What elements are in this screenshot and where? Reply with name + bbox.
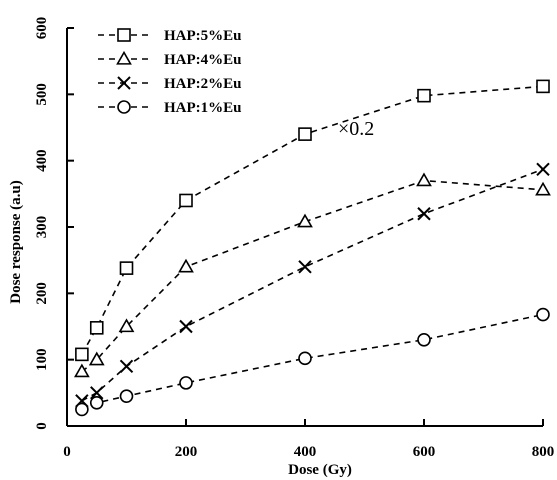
data-point-x [90, 386, 104, 400]
legend-marker-x [117, 76, 131, 90]
annotation-scale-factor: ×0.2 [338, 118, 374, 140]
y-tick-label: 500 [34, 83, 50, 106]
legend-item: HAP:1%Eu [98, 100, 242, 116]
series-layer [73, 79, 551, 417]
legend: HAP:5%Eu HAP:4%Eu HAP:2%Eu HAP:1%Eu [98, 28, 242, 116]
data-point-circle [536, 307, 550, 322]
data-point-triangle [297, 213, 313, 228]
data-point-circle [298, 351, 312, 366]
legend-label: HAP:5%Eu [164, 28, 242, 44]
data-point-square [89, 321, 104, 335]
data-point-square [119, 261, 134, 275]
x-tick-label: 600 [413, 444, 436, 460]
legend-marker-square [117, 28, 131, 42]
data-point-circle [119, 389, 134, 403]
x-tick-label: 0 [63, 444, 71, 460]
data-point-square [417, 88, 431, 103]
y-tick-label: 400 [34, 149, 50, 172]
series-line [81, 179, 544, 373]
data-point-triangle [88, 351, 105, 366]
y-axis-title: Dose response (a.u) [8, 180, 24, 303]
legend-item: HAP:2%Eu [98, 76, 242, 92]
legend-marker-circle [117, 100, 131, 114]
data-point-square [75, 347, 89, 362]
axes: 0 200 400 600 800 0 100 200 300 400 500 600 [34, 17, 554, 460]
legend-item: HAP:4%Eu [98, 50, 242, 68]
data-point-x [298, 260, 312, 274]
data-point-triangle [178, 258, 194, 273]
legend-label: HAP:1%Eu [164, 100, 242, 116]
series-line [81, 168, 544, 402]
data-point-triangle [118, 318, 135, 333]
y-tick-label: 0 [34, 422, 50, 430]
x-tick-label: 200 [175, 444, 198, 460]
data-point-x [536, 162, 550, 176]
x-tick-label: 800 [532, 444, 555, 460]
data-point-x [179, 319, 193, 334]
series-triangle [73, 172, 551, 378]
data-point-triangle [535, 181, 551, 196]
series-square [75, 79, 550, 362]
data-point-circle [89, 395, 104, 410]
series-line [81, 313, 544, 411]
y-tick-label: 600 [34, 17, 50, 40]
data-point-triangle [416, 172, 432, 187]
data-point-square [179, 193, 193, 208]
data-point-square [536, 79, 550, 94]
data-point-triangle [73, 363, 90, 378]
series-circle [75, 307, 550, 417]
x-axis-title: Dose (Gy) [288, 462, 352, 478]
legend-item: HAP:5%Eu [98, 28, 242, 44]
data-point-square [298, 127, 312, 141]
legend-label: HAP:4%Eu [164, 52, 242, 68]
y-tick-label: 100 [34, 348, 50, 371]
data-point-x [417, 207, 431, 221]
data-point-circle [179, 376, 193, 390]
series-line [81, 85, 544, 355]
data-point-circle [75, 402, 89, 417]
legend-label: HAP:2%Eu [164, 76, 242, 92]
y-tick-label: 200 [34, 282, 50, 305]
data-point-circle [417, 332, 431, 347]
series-x [75, 162, 550, 408]
legend-marker-triangle [116, 50, 132, 65]
x-tick-label: 400 [294, 444, 317, 460]
data-point-x [119, 359, 134, 374]
y-tick-label: 300 [34, 216, 50, 239]
